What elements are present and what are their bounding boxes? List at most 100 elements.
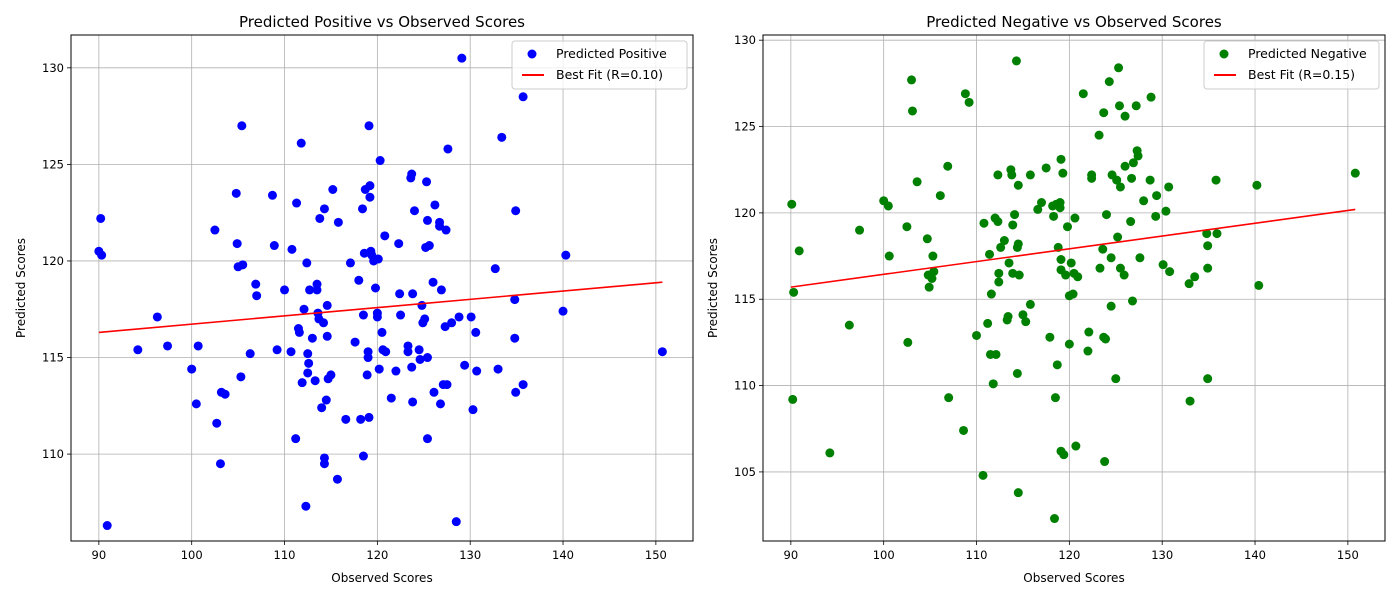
data-point: [386, 393, 396, 403]
data-point: [985, 249, 995, 259]
data-point: [1010, 210, 1020, 220]
data-point: [1135, 253, 1145, 263]
data-point: [395, 289, 405, 299]
data-point: [409, 206, 419, 216]
data-point: [1203, 263, 1213, 273]
data-point: [972, 330, 982, 340]
data-point: [417, 300, 427, 310]
data-point: [454, 312, 464, 322]
data-point: [133, 345, 143, 355]
data-point: [1083, 346, 1093, 356]
data-point: [365, 181, 375, 191]
legend-marker-points: [527, 49, 537, 59]
x-tick-label: 120: [1058, 548, 1080, 562]
data-point: [993, 170, 1003, 180]
data-point: [364, 412, 374, 422]
data-point: [102, 521, 112, 531]
data-point: [358, 451, 368, 461]
data-point: [943, 161, 953, 171]
data-point: [1087, 173, 1097, 183]
data-point: [292, 198, 302, 208]
data-point: [267, 190, 277, 200]
data-point: [1151, 211, 1161, 221]
data-point: [163, 341, 173, 351]
data-point: [1100, 457, 1110, 467]
axes-frame: [762, 34, 1386, 542]
data-point: [422, 177, 432, 187]
data-point: [1185, 396, 1195, 406]
legend: Predicted Negative Best Fit (R=0.15): [1203, 40, 1380, 90]
data-point: [794, 246, 804, 256]
data-point: [1164, 182, 1174, 192]
data-point: [319, 204, 329, 214]
chart-title: Predicted Positive vs Observed Scores: [239, 13, 525, 31]
data-point: [1004, 258, 1014, 268]
data-points: [787, 56, 1360, 524]
data-point: [883, 201, 893, 211]
data-point: [903, 337, 913, 347]
data-point: [371, 283, 381, 293]
data-point: [825, 448, 835, 458]
data-point: [1184, 279, 1194, 289]
data-point: [979, 218, 989, 228]
data-point: [497, 132, 507, 142]
data-point: [319, 318, 329, 328]
x-tick-label: 110: [966, 548, 988, 562]
x-axis-label: Observed Scores: [1023, 571, 1124, 585]
data-point: [1158, 260, 1168, 270]
data-point: [490, 264, 500, 274]
data-point: [245, 349, 255, 359]
chart-predicted-positive: 90 100 110 120 130 140 150 110 115 120 125 130 Pred…: [14, 13, 694, 585]
data-point: [999, 236, 1009, 246]
data-point: [1165, 267, 1175, 277]
data-point: [296, 138, 306, 148]
data-point: [231, 188, 241, 198]
data-point: [944, 393, 954, 403]
data-point: [1350, 168, 1360, 178]
data-point: [294, 327, 304, 337]
data-point: [561, 250, 571, 260]
data-point: [927, 274, 937, 284]
data-point: [1127, 173, 1137, 183]
data-point: [377, 327, 387, 337]
data-point: [451, 517, 461, 527]
data-point: [96, 213, 106, 223]
data-point: [321, 395, 331, 405]
data-point: [1126, 217, 1136, 227]
data-point: [436, 285, 446, 295]
legend-label-line: Best Fit (R=0.10): [556, 67, 663, 82]
data-point: [1013, 180, 1023, 190]
y-tick-label: 115: [42, 351, 64, 365]
y-tick-label: 110: [42, 447, 64, 461]
data-point: [1120, 111, 1130, 121]
y-tick-label: 120: [734, 206, 756, 220]
data-point: [1133, 151, 1143, 161]
data-point: [380, 231, 390, 241]
legend-box: [511, 40, 688, 90]
data-point: [422, 434, 432, 444]
data-point: [1111, 374, 1121, 384]
data-point: [1094, 130, 1104, 140]
data-point: [358, 204, 368, 214]
legend: Predicted Positive Best Fit (R=0.10): [511, 40, 688, 90]
data-point: [280, 285, 290, 295]
data-point: [375, 156, 385, 166]
x-tick-label: 110: [274, 548, 296, 562]
data-point: [374, 364, 384, 374]
y-tick-label: 130: [42, 61, 64, 75]
data-point: [319, 453, 329, 463]
data-point: [303, 368, 313, 378]
x-tick-label: 120: [366, 548, 388, 562]
data-point: [457, 53, 467, 63]
data-point: [304, 358, 314, 368]
y-tick-label: 115: [734, 292, 756, 306]
x-tick-label: 130: [459, 548, 481, 562]
data-point: [1106, 301, 1116, 311]
data-point: [1099, 108, 1109, 118]
data-point: [428, 277, 438, 287]
data-point: [1115, 182, 1125, 192]
data-point: [493, 364, 503, 374]
data-point: [1050, 514, 1060, 524]
